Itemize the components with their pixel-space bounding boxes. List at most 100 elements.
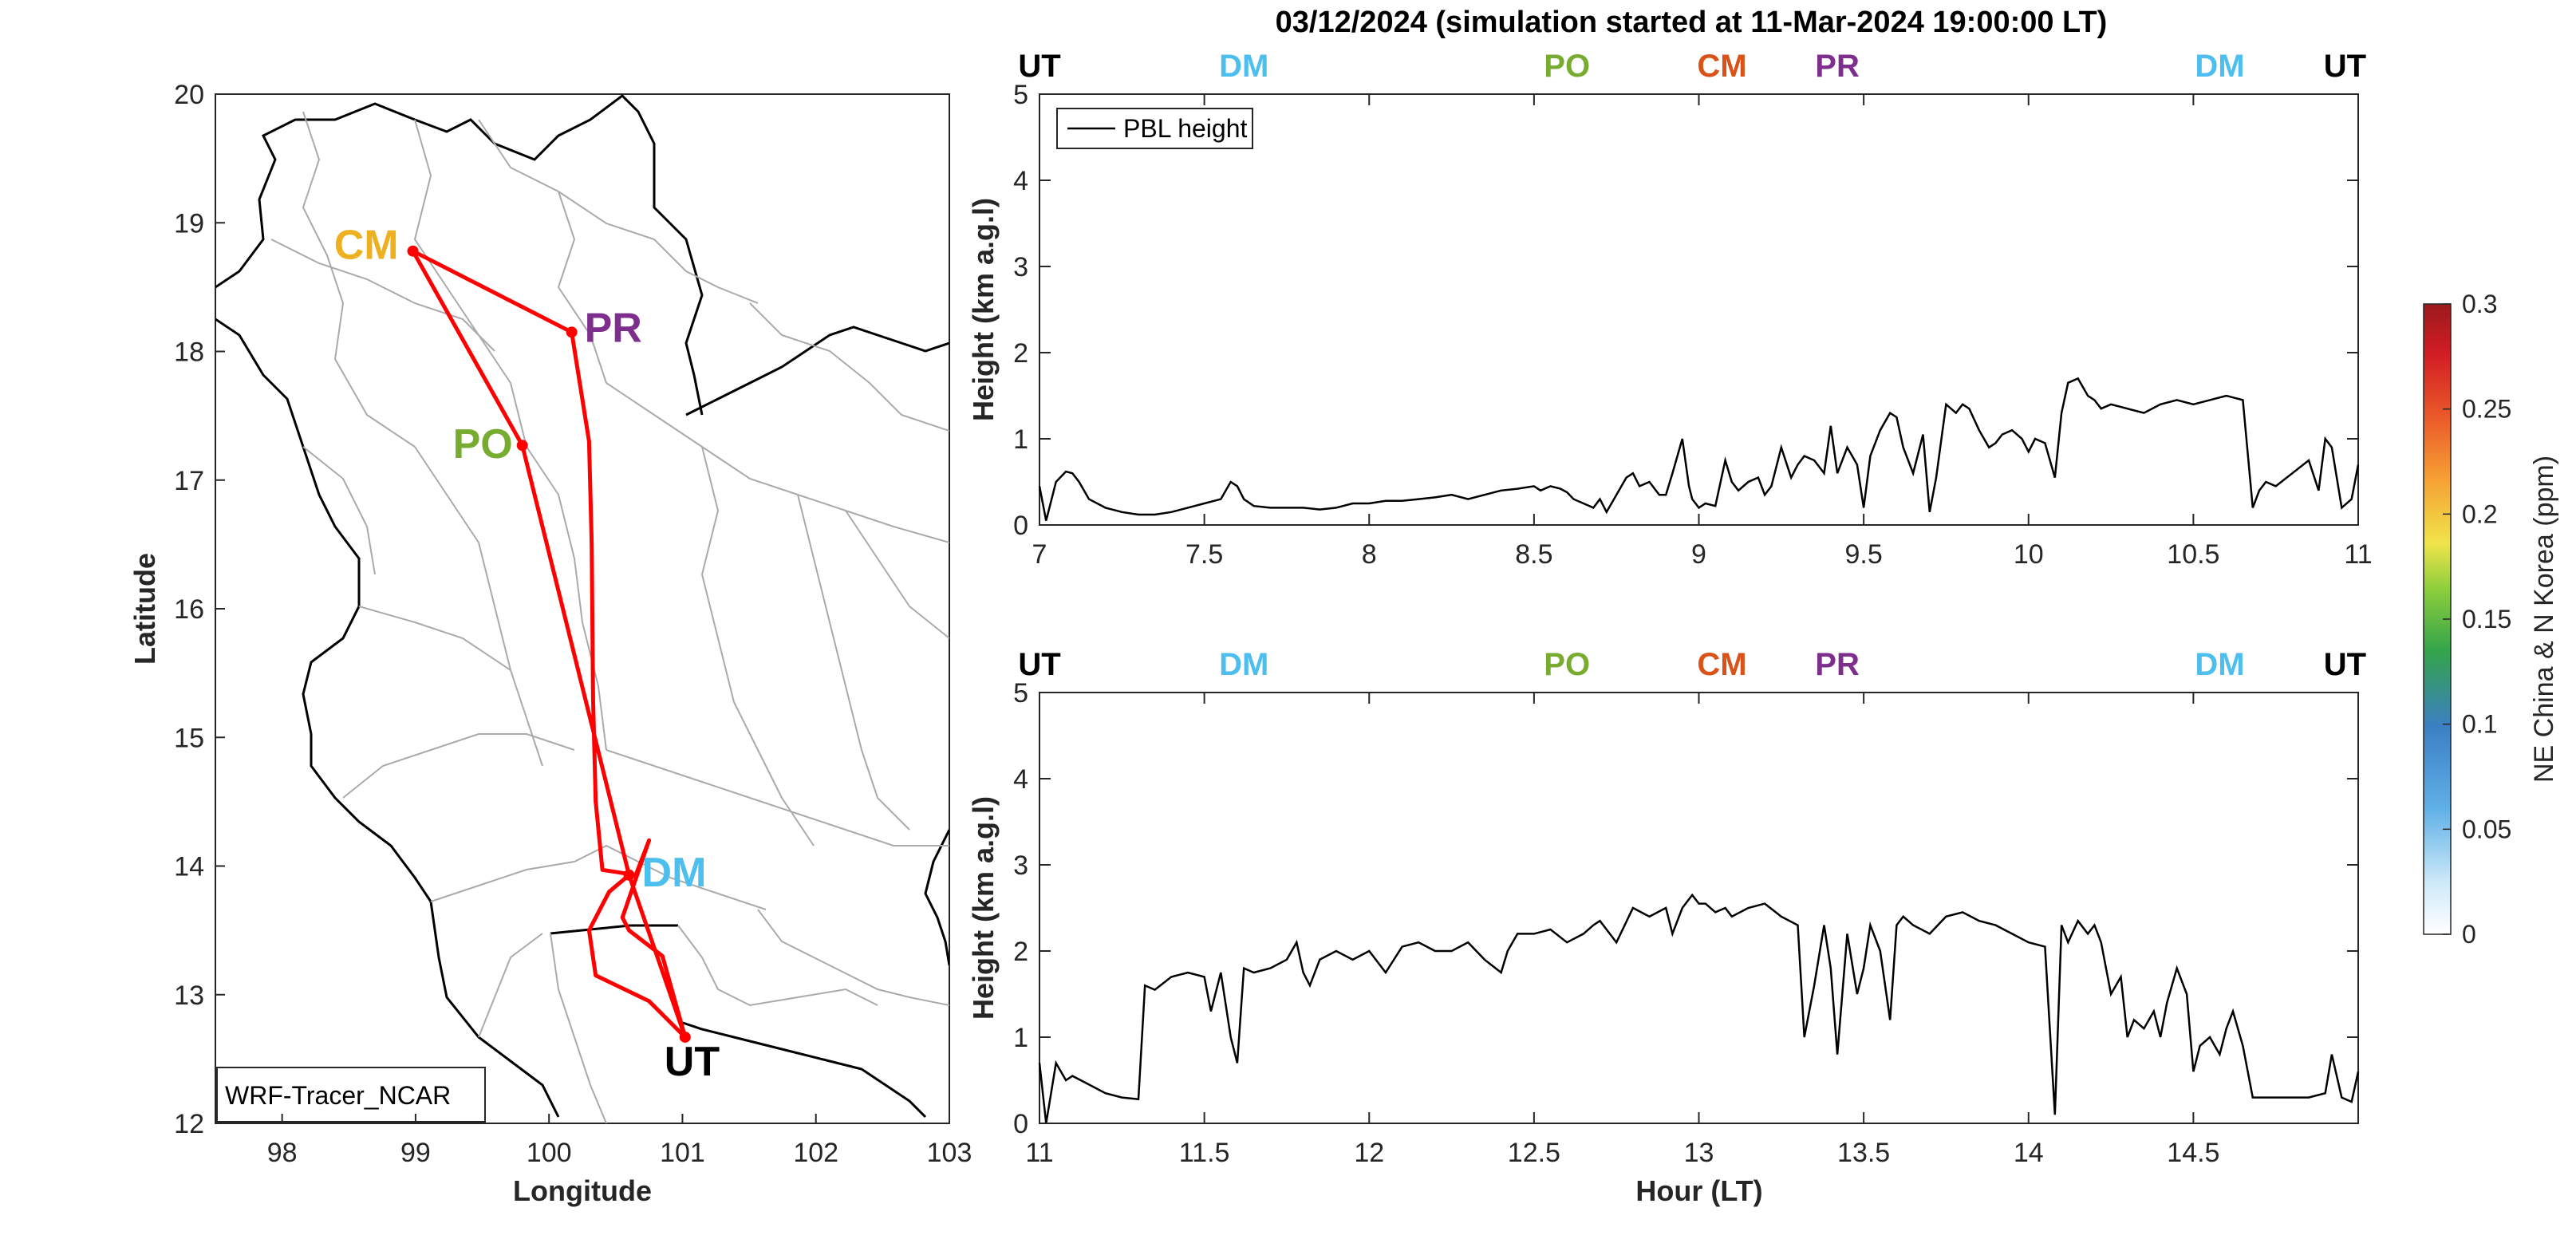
map-x-tick-label: 98 — [267, 1138, 298, 1168]
map-x-tick-label: 101 — [660, 1138, 705, 1168]
pbl-top-site-label-ut: UT — [2324, 49, 2366, 84]
pbl-top-x-tick-label: 8 — [1362, 539, 1377, 570]
site-label-cm: CM — [334, 223, 399, 269]
pbl-top-y-tick-label: 3 — [1013, 252, 1028, 282]
map-x-tick-label: 100 — [527, 1138, 572, 1168]
figure-title: 03/12/2024 (simulation started at 11-Mar… — [1276, 6, 2108, 39]
pbl-bottom-site-label-dm: DM — [2195, 647, 2244, 682]
map-y-tick-label: 13 — [174, 981, 204, 1011]
model-label: WRF-Tracer_NCAR — [225, 1081, 451, 1110]
pbl-top-x-tick-label: 9.5 — [1844, 539, 1882, 570]
map-y-tick-label: 14 — [174, 852, 204, 882]
colorbar-tick-label: 0.1 — [2462, 710, 2497, 739]
map-x-tick-label: 103 — [927, 1138, 972, 1168]
legend-entry-pbl: PBL height — [1123, 114, 1247, 143]
map-y-tick-label: 17 — [174, 466, 204, 496]
map-y-tick-label: 19 — [174, 208, 204, 239]
pbl-bottom-y-ticks: 0 1 2 3 4 5 — [1013, 678, 2358, 1139]
pbl-top-y-tick-label: 0 — [1013, 511, 1028, 541]
pbl-top-y-ticks: 0 1 2 3 4 5 — [1013, 80, 2358, 541]
map-y-tick-label: 15 — [174, 723, 204, 753]
map-y-tick-label: 20 — [174, 80, 204, 110]
pbl-top-y-tick-label: 5 — [1013, 80, 1028, 110]
pbl-panel-top: 7 7.5 8 8.5 9 9.5 10 10.5 11 0 1 2 3 4 5 UT DM PO CM PR DM… — [967, 49, 2373, 570]
pbl-top-x-tick-label: 10 — [2014, 539, 2044, 570]
pbl-top-x-ticks: 7 7.5 8 8.5 9 9.5 10 10.5 11 — [1032, 94, 2373, 570]
pbl-top-site-label-pr: PR — [1815, 49, 1860, 84]
pbl-bottom-x-tick-label: 14 — [2014, 1138, 2044, 1168]
colorbar-tick-label: 0 — [2462, 920, 2476, 949]
site-marker-ut — [679, 1031, 691, 1043]
map-x-label: Longitude — [513, 1174, 652, 1207]
province-borders — [270, 111, 949, 1123]
site-label-ut: UT — [665, 1039, 720, 1085]
colorbar-tick-label: 0.05 — [2462, 815, 2511, 843]
pbl-top-x-tick-label: 7.5 — [1185, 539, 1223, 570]
pbl-top-site-label-cm: CM — [1697, 49, 1746, 84]
map-panel: CM PR PO DM UT WRF-Tracer_NCAR 98 99 100 101 102… — [128, 80, 972, 1207]
site-label-pr: PR — [585, 305, 642, 351]
site-marker-dm — [623, 869, 635, 881]
map-y-tick-label: 12 — [174, 1109, 204, 1139]
pbl-bottom-site-label-ut: UT — [2324, 647, 2366, 682]
pbl-top-y-label: Height (km a.g.l) — [967, 198, 1000, 421]
pbl-top-x-tick-label: 10.5 — [2167, 539, 2219, 570]
pbl-bottom-x-tick-label: 11 — [1025, 1138, 1053, 1168]
pbl-bottom-site-labels: UT DM PO CM PR DM UT — [1018, 647, 2366, 682]
pbl-bottom-site-label-cm: CM — [1697, 647, 1746, 682]
pbl-bottom-x-tick-label: 13.5 — [1837, 1138, 1890, 1168]
map-y-tick-label: 18 — [174, 337, 204, 368]
pbl-top-y-tick-label: 2 — [1013, 338, 1028, 369]
site-label-po: PO — [453, 421, 513, 468]
colorbar-tick-label: 0.3 — [2462, 290, 2497, 318]
pbl-bottom-site-label-pr: PR — [1815, 647, 1860, 682]
pbl-bottom-y-tick-label: 5 — [1013, 678, 1028, 708]
pbl-top-site-label-po: PO — [1544, 49, 1590, 84]
pbl-top-site-label-ut: UT — [1018, 49, 1060, 84]
model-label-box — [216, 1067, 486, 1123]
pbl-bottom-x-tick-label: 14.5 — [2167, 1138, 2219, 1168]
map-frame — [215, 93, 950, 1124]
pbl-legend: PBL height — [1056, 108, 1253, 149]
pbl-bottom-y-tick-label: 1 — [1013, 1023, 1028, 1053]
pbl-top-x-tick-label: 8.5 — [1515, 539, 1552, 570]
pbl-bottom-site-label-dm: DM — [1219, 647, 1268, 682]
pbl-bottom-y-tick-label: 4 — [1013, 764, 1028, 795]
pbl-bottom-y-tick-label: 0 — [1013, 1109, 1028, 1139]
colorbar-tick-label: 0.15 — [2462, 605, 2511, 633]
colorbar-tick-label: 0.25 — [2462, 395, 2511, 424]
site-marker-cm — [407, 245, 419, 257]
pbl-bottom-x-tick-label: 12 — [1354, 1138, 1384, 1168]
pbl-bottom-y-label: Height (km a.g.l) — [967, 796, 1000, 1020]
pbl-top-site-labels: UT DM PO CM PR DM UT — [1018, 49, 2366, 84]
site-markers — [407, 245, 691, 1043]
map-x-ticks: 98 99 100 101 102 103 — [267, 1114, 972, 1168]
pbl-top-y-tick-label: 1 — [1013, 424, 1028, 455]
pbl-bottom-x-tick-label: 13 — [1684, 1138, 1714, 1168]
pbl-top-site-label-dm: DM — [2195, 49, 2244, 84]
route-line — [411, 249, 688, 1040]
pbl-bottom-site-label-po: PO — [1544, 647, 1590, 682]
pbl-bottom-site-label-ut: UT — [1018, 647, 1060, 682]
pbl-bottom-x-tick-label: 12.5 — [1508, 1138, 1560, 1168]
site-labels: CM PR PO DM UT — [334, 223, 720, 1085]
pbl-bottom-x-label: Hour (LT) — [1635, 1174, 1762, 1207]
map-x-tick-label: 99 — [400, 1138, 431, 1168]
pbl-bottom-series-line — [1038, 893, 2360, 1124]
site-marker-pr — [566, 326, 578, 338]
site-label-dm: DM — [642, 850, 707, 896]
map-x-tick-label: 102 — [793, 1138, 838, 1168]
pbl-top-frame — [1039, 93, 2359, 526]
site-marker-po — [516, 440, 528, 452]
pbl-top-site-label-dm: DM — [1219, 49, 1268, 84]
pbl-top-y-tick-label: 4 — [1013, 166, 1028, 196]
map-basemap — [215, 94, 949, 1123]
pbl-top-x-tick-label: 9 — [1691, 539, 1706, 570]
map-y-tick-label: 16 — [174, 594, 204, 625]
map-y-label: Latitude — [128, 553, 161, 665]
map-y-ticks: 12 13 14 15 16 17 18 19 20 — [174, 80, 225, 1139]
pbl-top-x-tick-label: 11 — [2344, 539, 2372, 570]
colorbar-label: NE China & N Korea (ppm) — [2529, 456, 2559, 783]
